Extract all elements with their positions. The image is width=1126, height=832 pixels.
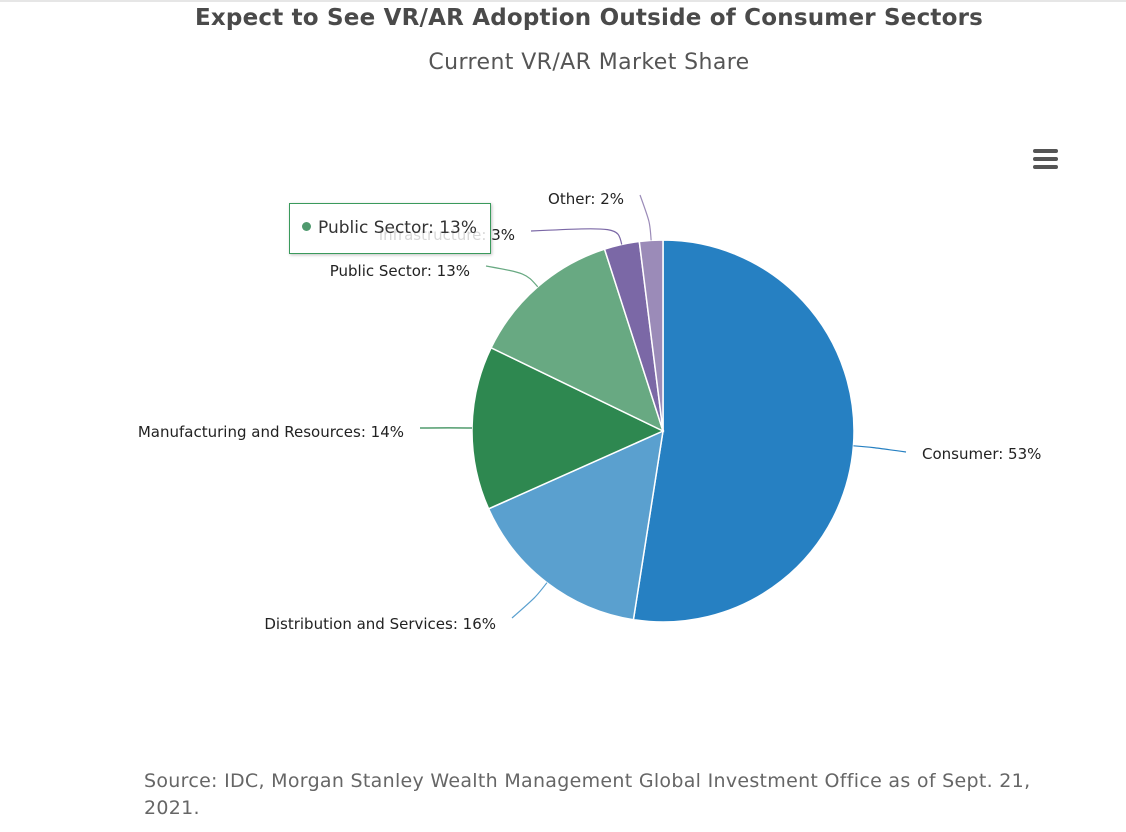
data-label-manufacturing-and-resources: Manufacturing and Resources: 14% <box>138 423 404 441</box>
tooltip-text: Public Sector: 13% <box>318 218 477 238</box>
hamburger-menu-icon <box>1033 165 1058 169</box>
hamburger-menu-icon <box>1033 149 1058 153</box>
top-divider <box>0 0 1126 2</box>
data-label-other: Other: 2% <box>548 190 624 208</box>
source-note: Source: IDC, Morgan Stanley Wealth Manag… <box>144 770 1031 819</box>
label-connector <box>485 265 539 288</box>
chart-menu-button[interactable] <box>1030 146 1062 174</box>
label-connector <box>530 228 623 245</box>
chart-title: Expect to See VR/AR Adoption Outside of … <box>194 5 984 31</box>
label-connectors <box>419 194 907 619</box>
pie-slice-distribution-and-services[interactable] <box>487 429 664 621</box>
pie-slices <box>471 239 855 623</box>
tooltip-series-dot <box>302 222 311 231</box>
chart-subtitle: Current VR/AR Market Share <box>428 50 750 75</box>
data-label-public-sector: Public Sector: 13% <box>330 262 470 280</box>
chart-tooltip: Public Sector: 13% <box>289 203 491 254</box>
hamburger-menu-icon <box>1033 157 1058 161</box>
data-label-distribution-and-services: Distribution and Services: 16% <box>264 615 496 633</box>
label-connector <box>639 194 652 241</box>
pie-slice-manufacturing-and-resources[interactable] <box>471 346 665 510</box>
pie-slice-consumer[interactable] <box>632 239 855 623</box>
label-connector <box>853 445 907 453</box>
data-label-consumer: Consumer: 53% <box>922 445 1041 463</box>
label-connector <box>511 582 548 619</box>
